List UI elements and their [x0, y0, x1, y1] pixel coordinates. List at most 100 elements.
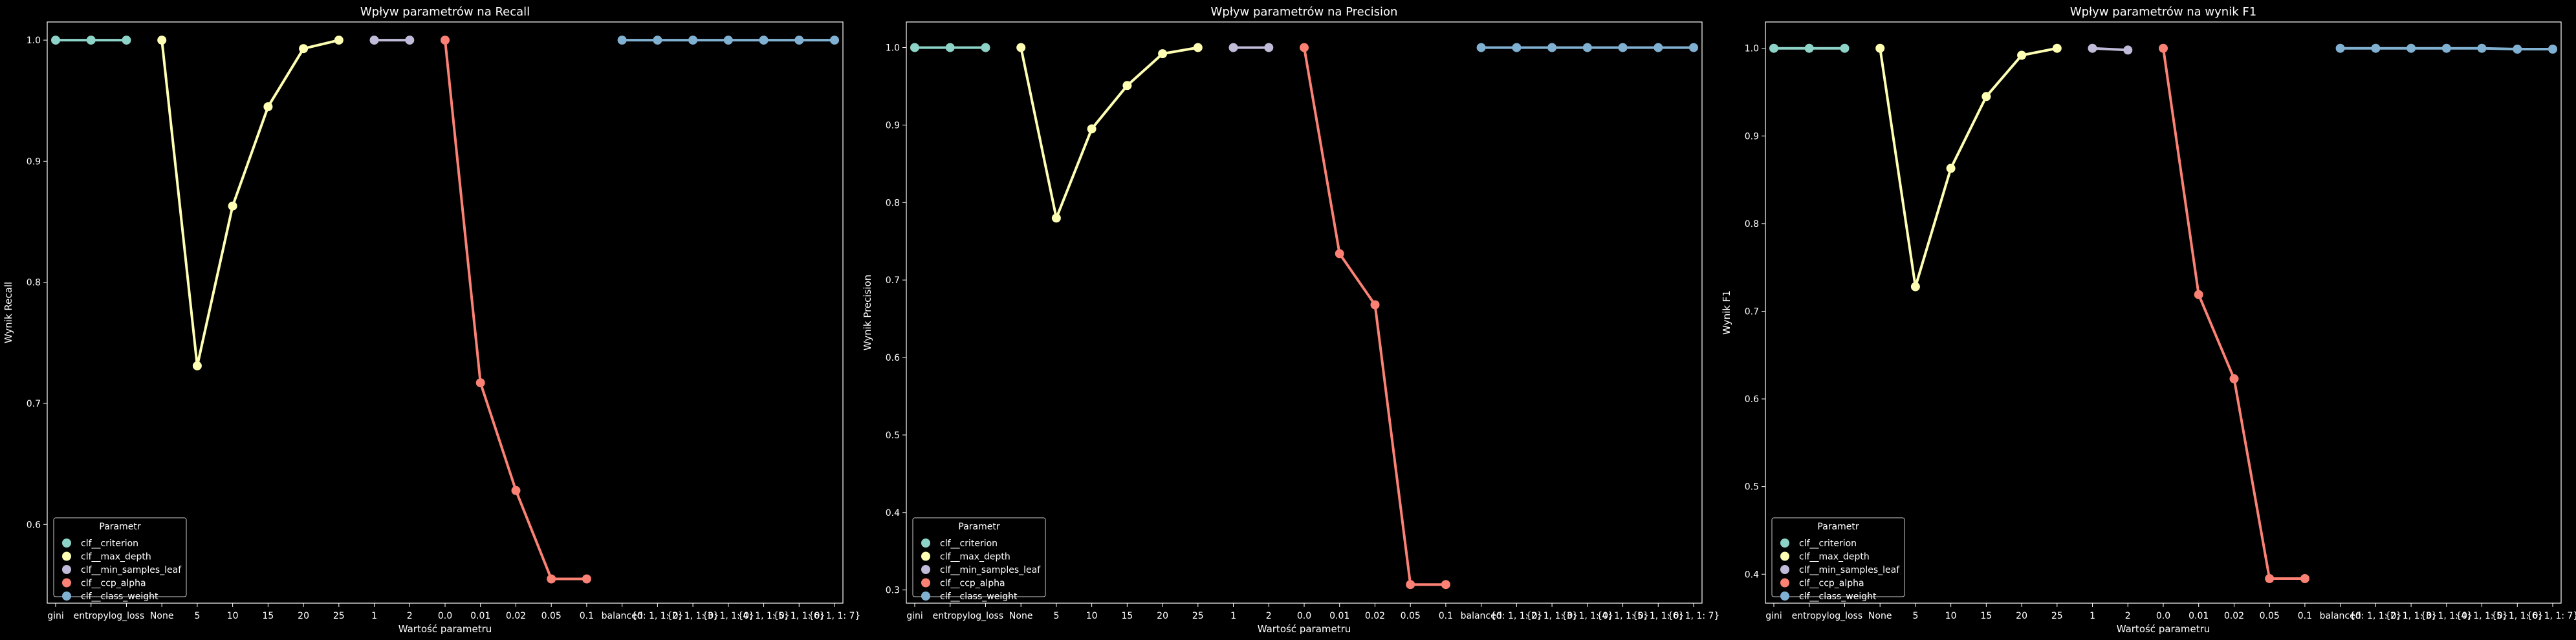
series-line: [160, 39, 340, 367]
x-tick-label: {0: 1, 1: 2}: [1490, 611, 1543, 621]
x-tick-label: {0: 1, 1: 6}: [773, 611, 825, 621]
data-point: [2159, 43, 2168, 53]
x-tick-label: 10: [1945, 611, 1957, 621]
x-tick-label: {0: 1, 1: 7}: [1668, 611, 1720, 621]
y-axis-label: Wynik Precision: [862, 275, 873, 351]
data-point: [405, 36, 415, 45]
x-tick-label: {0: 1, 1: 7}: [809, 611, 861, 621]
data-point: [1476, 43, 1486, 52]
series: [617, 36, 839, 45]
x-tick-label: 5: [1053, 611, 1059, 621]
data-point: [2371, 43, 2381, 53]
legend-title: Parametr: [1817, 522, 1859, 532]
x-tick-label: {0: 1, 1: 5}: [1597, 611, 1649, 621]
legend-box: [53, 517, 187, 597]
data-point: [334, 36, 344, 45]
data-point: [1804, 43, 1814, 53]
data-point: [1512, 43, 1522, 52]
x-tick-label: 0.01: [1329, 611, 1349, 621]
legend-marker: [1780, 565, 1789, 574]
legend-label: clf__min_samples_leaf: [1799, 565, 1900, 575]
y-tick-label: 0.5: [886, 431, 900, 441]
series: [2335, 43, 2557, 54]
data-point: [122, 36, 131, 45]
x-tick-label: log_loss: [1827, 611, 1862, 621]
series: [2159, 43, 2309, 583]
legend-marker: [921, 592, 930, 601]
chart-2: Wpływ parametrów na Precision 0.3 0.4 0.5 0.…: [862, 5, 1719, 635]
data-point: [1840, 43, 1850, 53]
data-point: [1618, 43, 1628, 52]
data-point: [1875, 43, 1885, 53]
data-point: [1300, 43, 1309, 52]
legend-label: clf__class_weight: [1799, 592, 1877, 602]
data-point: [2017, 50, 2027, 60]
data-point: [2300, 574, 2309, 583]
data-point: [1016, 43, 1026, 52]
series: [1228, 43, 1274, 52]
data-point: [157, 36, 167, 45]
chart-title: Wpływ parametrów na wynik F1: [2070, 5, 2256, 19]
data-point: [1441, 580, 1450, 590]
x-tick-label: balanced: [2320, 611, 2361, 621]
data-point: [688, 36, 698, 45]
x-tick-label: 25: [2051, 611, 2063, 621]
data-point: [1689, 43, 1698, 52]
x-tick-label: 0.02: [1365, 611, 1385, 621]
x-tick-label: 25: [333, 611, 345, 621]
data-point: [1122, 81, 1132, 91]
x-tick-label: 0.05: [1401, 611, 1421, 621]
data-point: [617, 36, 627, 45]
data-point: [1406, 580, 1415, 590]
legend-label: clf__class_weight: [81, 592, 158, 602]
x-tick-label: balanced: [602, 611, 643, 621]
legend: Parametr clf__criterion clf__max_depth clf_…: [1771, 517, 1905, 602]
legend-marker: [1780, 551, 1789, 561]
legend-label: clf__max_depth: [1799, 552, 1870, 562]
legend-label: clf__min_samples_leaf: [940, 565, 1041, 575]
x-tick-label: 0.0: [438, 611, 452, 621]
x-tick-label: {0: 1, 1: 2}: [2350, 611, 2402, 621]
x-tick-label: entropy: [74, 611, 109, 621]
data-point: [1654, 43, 1663, 52]
x-tick-label: log_loss: [968, 611, 1003, 621]
x-tick-label: 0.1: [2298, 611, 2312, 621]
data-point: [2088, 43, 2097, 53]
series-line: [1879, 47, 2058, 288]
data-point: [475, 378, 485, 388]
x-tick-label: 1: [2090, 611, 2095, 621]
data-point: [1087, 124, 1097, 134]
x-tick-label: 2: [2125, 611, 2131, 621]
y-tick-label: 0.7: [1745, 306, 1759, 317]
data-point: [86, 36, 96, 45]
data-point: [723, 36, 733, 45]
legend-marker: [62, 539, 71, 548]
data-point: [981, 43, 990, 52]
y-tick-label: 0.6: [27, 520, 41, 530]
data-point: [1158, 49, 1168, 59]
axes-frame: [906, 21, 1703, 604]
legend-marker: [1780, 539, 1789, 548]
x-tick-label: 2: [1266, 611, 1272, 621]
x-tick-label: {0: 1, 1: 2}: [631, 611, 684, 621]
x-tick-label: {0: 1, 1: 5}: [737, 611, 790, 621]
data-point: [1370, 300, 1380, 310]
series: [910, 43, 990, 52]
series: [1875, 43, 2062, 292]
x-axis-label: Wartość parametru: [1258, 623, 1351, 635]
legend-marker: [1780, 578, 1789, 588]
data-point: [547, 574, 556, 584]
data-point: [2123, 45, 2133, 55]
data-point: [910, 43, 919, 52]
y-tick-label: 0.8: [27, 278, 41, 288]
data-point: [2477, 43, 2487, 53]
x-tick-label: 0.01: [2189, 611, 2209, 621]
series: [1769, 43, 1850, 53]
series: [1300, 43, 1450, 590]
data-point: [2194, 290, 2203, 299]
x-tick-label: None: [1868, 611, 1892, 621]
y-axis-label: Wynik Recall: [3, 282, 14, 343]
data-point: [2052, 43, 2062, 53]
x-tick-label: 1: [371, 611, 377, 621]
